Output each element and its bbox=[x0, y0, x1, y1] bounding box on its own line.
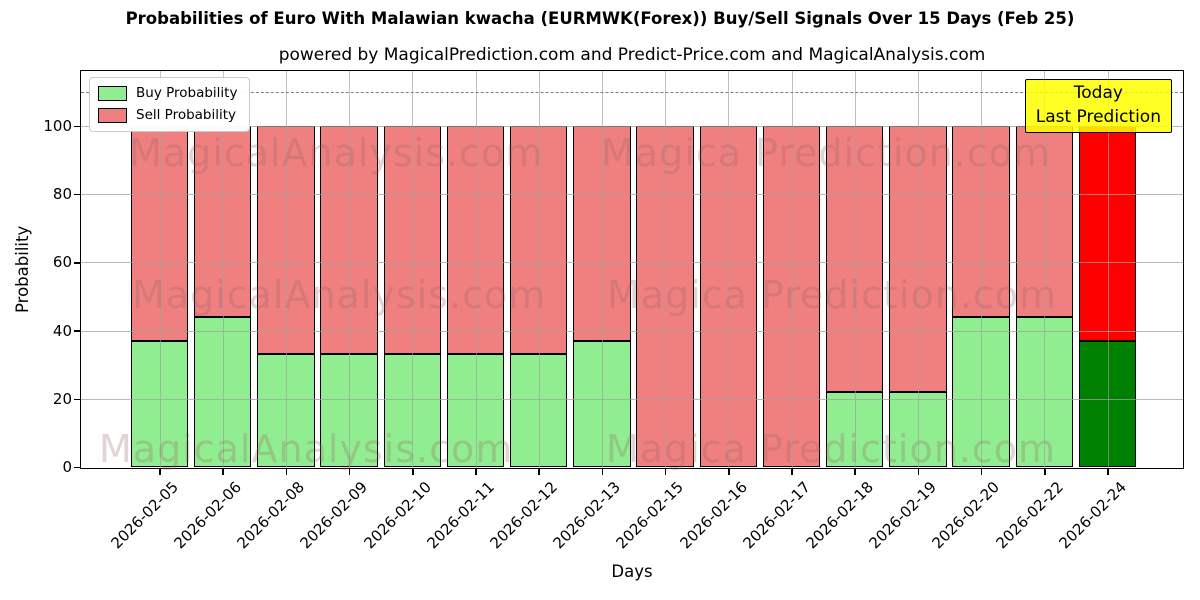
horizontal-gridline bbox=[81, 262, 1183, 264]
today-annotation-box: Today Last Prediction bbox=[1024, 79, 1172, 133]
x-tick-mark bbox=[728, 469, 730, 475]
x-tick-mark bbox=[285, 469, 288, 475]
watermark-text: MagicalAnalysis.com bbox=[99, 427, 514, 471]
x-tick-label-text: 2026-02-24 bbox=[1055, 478, 1130, 553]
x-tick-mark bbox=[1107, 469, 1109, 475]
vertical-gridline bbox=[538, 71, 540, 468]
vertical-gridline bbox=[285, 71, 287, 468]
watermark-text: Magica Prediction.com bbox=[606, 427, 1057, 471]
x-tick-mark bbox=[222, 469, 224, 475]
y-tick-label: 60 bbox=[52, 253, 72, 272]
watermark-text: MagicalAnalysis.com bbox=[132, 273, 547, 317]
watermark-text: MagicalAnalysis.com bbox=[129, 131, 544, 175]
vertical-gridline bbox=[854, 71, 856, 468]
x-tick-mark bbox=[980, 469, 983, 475]
legend-item-buy: Buy Probability bbox=[98, 83, 237, 105]
vertical-gridline bbox=[981, 71, 983, 468]
dashed-threshold-line bbox=[81, 91, 1183, 93]
x-tick-mark bbox=[348, 469, 351, 475]
today-line1: Today bbox=[1073, 83, 1123, 103]
vertical-gridline bbox=[349, 71, 351, 468]
x-tick-mark bbox=[601, 469, 604, 475]
y-tick-mark bbox=[73, 193, 80, 196]
y-tick-mark bbox=[73, 398, 80, 401]
chart-subtitle: powered by MagicalPrediction.com and Pre… bbox=[278, 45, 986, 65]
vertical-gridline bbox=[791, 71, 793, 468]
y-tick-label: 100 bbox=[43, 117, 72, 135]
x-tick-mark bbox=[917, 469, 920, 475]
watermark-text: Magica Prediction.com bbox=[607, 273, 1058, 317]
y-tick-mark bbox=[73, 330, 80, 332]
vertical-gridline bbox=[601, 71, 603, 468]
y-tick-label: 20 bbox=[52, 389, 72, 408]
x-tick-mark bbox=[412, 469, 414, 475]
x-tick-label: 2026-02-24 bbox=[927, 477, 1129, 552]
x-tick-mark bbox=[1044, 469, 1046, 475]
y-tick-mark bbox=[73, 125, 80, 128]
y-tick-mark bbox=[73, 262, 80, 264]
plot-area: Buy Probability Sell Probability Today L… bbox=[80, 70, 1184, 471]
watermark-text: Magica Prediction.com bbox=[601, 131, 1052, 175]
x-tick-mark bbox=[791, 469, 793, 475]
x-tick-mark bbox=[854, 469, 856, 475]
x-tick-mark bbox=[664, 469, 667, 475]
y-tick-label: 40 bbox=[52, 321, 72, 340]
x-tick-mark bbox=[475, 469, 477, 475]
vertical-gridline bbox=[475, 71, 477, 468]
vertical-gridline bbox=[222, 71, 224, 468]
vertical-gridline bbox=[728, 71, 730, 468]
y-tick-label: 0 bbox=[62, 458, 72, 476]
vertical-gridline bbox=[159, 71, 161, 468]
horizontal-gridline bbox=[81, 126, 1183, 127]
x-tick-mark bbox=[538, 469, 540, 475]
vertical-gridline bbox=[665, 71, 667, 468]
today-line2: Last Prediction bbox=[1035, 106, 1161, 127]
x-axis-label: Days bbox=[611, 562, 653, 581]
buy-swatch-icon bbox=[98, 86, 127, 102]
y-tick-mark bbox=[73, 466, 80, 469]
horizontal-gridline bbox=[81, 330, 1183, 332]
vertical-gridline bbox=[1107, 71, 1109, 468]
vertical-gridline bbox=[1044, 71, 1046, 468]
sell-swatch-icon bbox=[98, 107, 127, 123]
horizontal-gridline bbox=[81, 398, 1183, 400]
chart-title: Probabilities of Euro With Malawian kwac… bbox=[125, 9, 1075, 28]
y-tick-label: 80 bbox=[52, 185, 72, 204]
legend-label-buy: Buy Probability bbox=[136, 85, 238, 101]
legend: Buy Probability Sell Probability bbox=[89, 77, 251, 133]
legend-item-sell: Sell Probability bbox=[98, 105, 237, 127]
vertical-gridline bbox=[917, 71, 919, 468]
vertical-gridline bbox=[412, 71, 414, 468]
x-tick-mark bbox=[159, 469, 161, 475]
legend-label-sell: Sell Probability bbox=[136, 106, 237, 123]
horizontal-gridline bbox=[81, 194, 1183, 196]
